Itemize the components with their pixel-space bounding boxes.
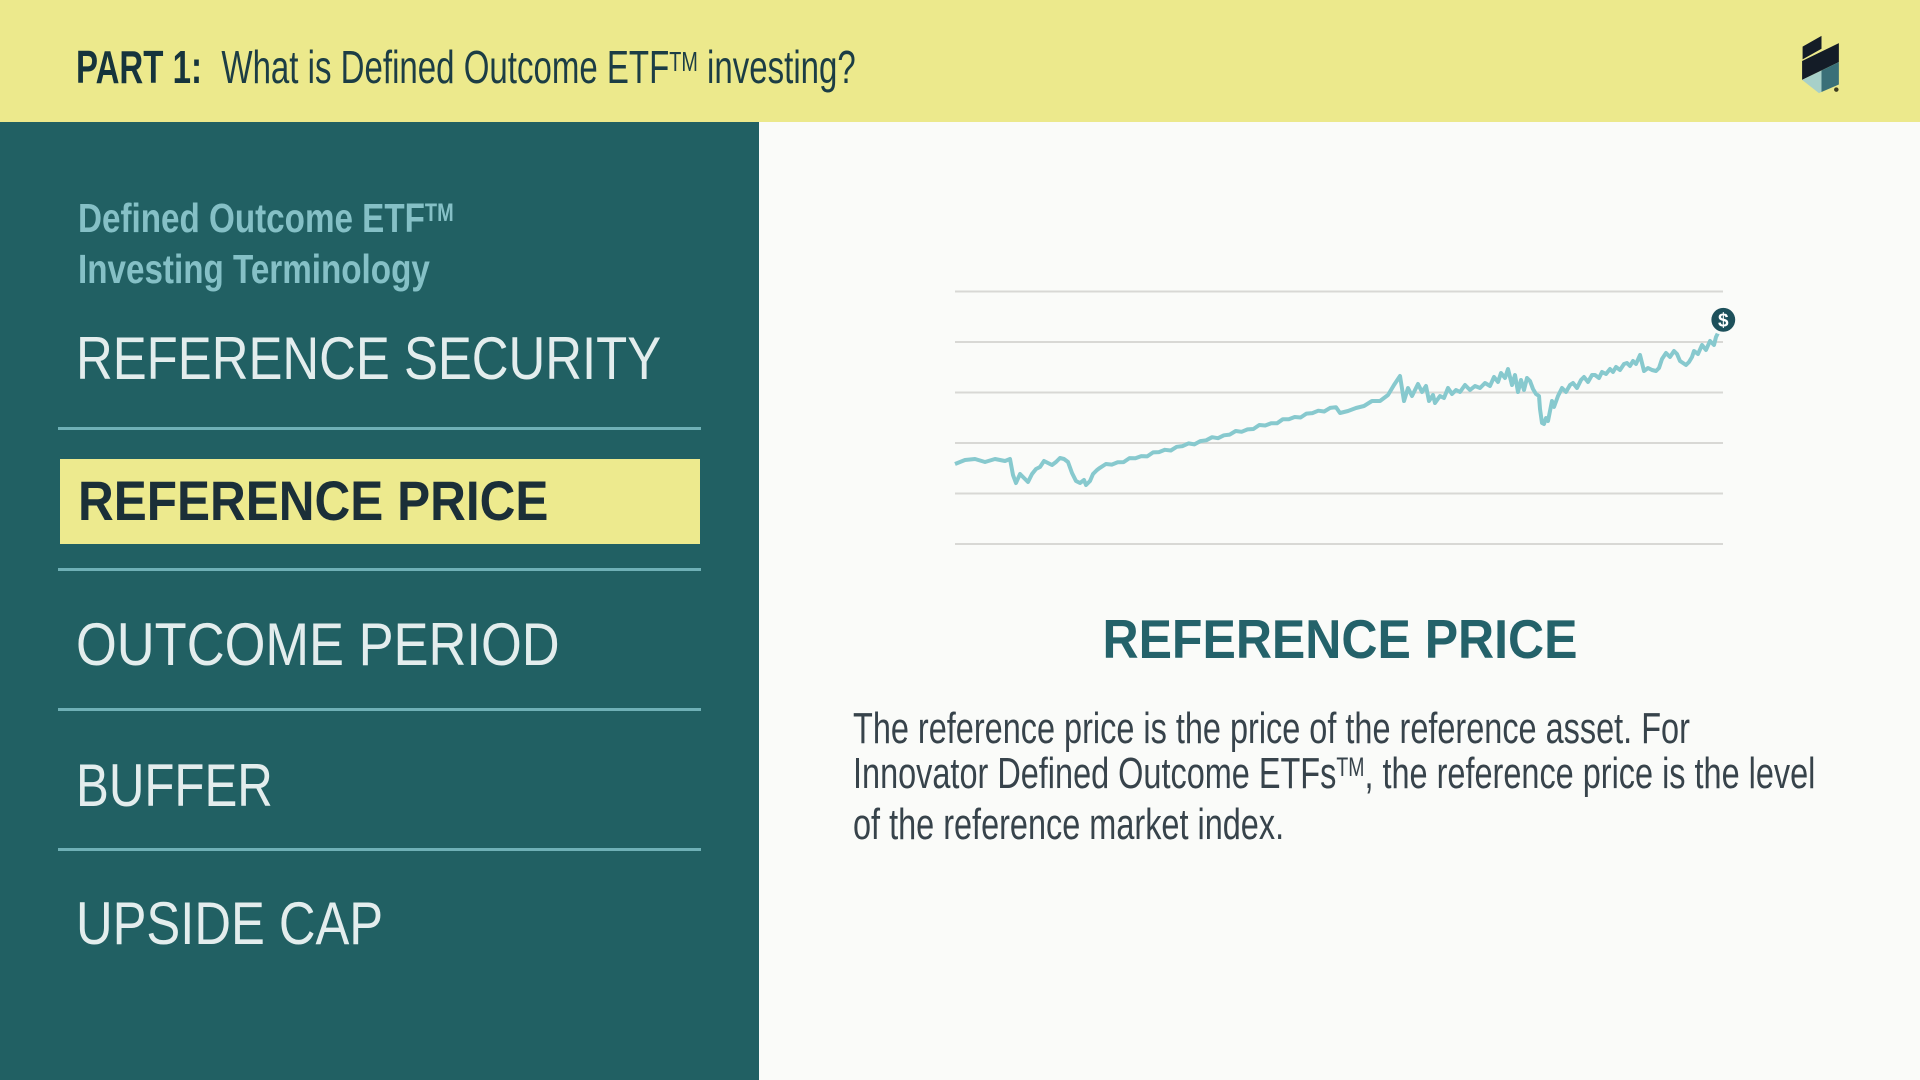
svg-text:$: $ [1718, 311, 1729, 332]
